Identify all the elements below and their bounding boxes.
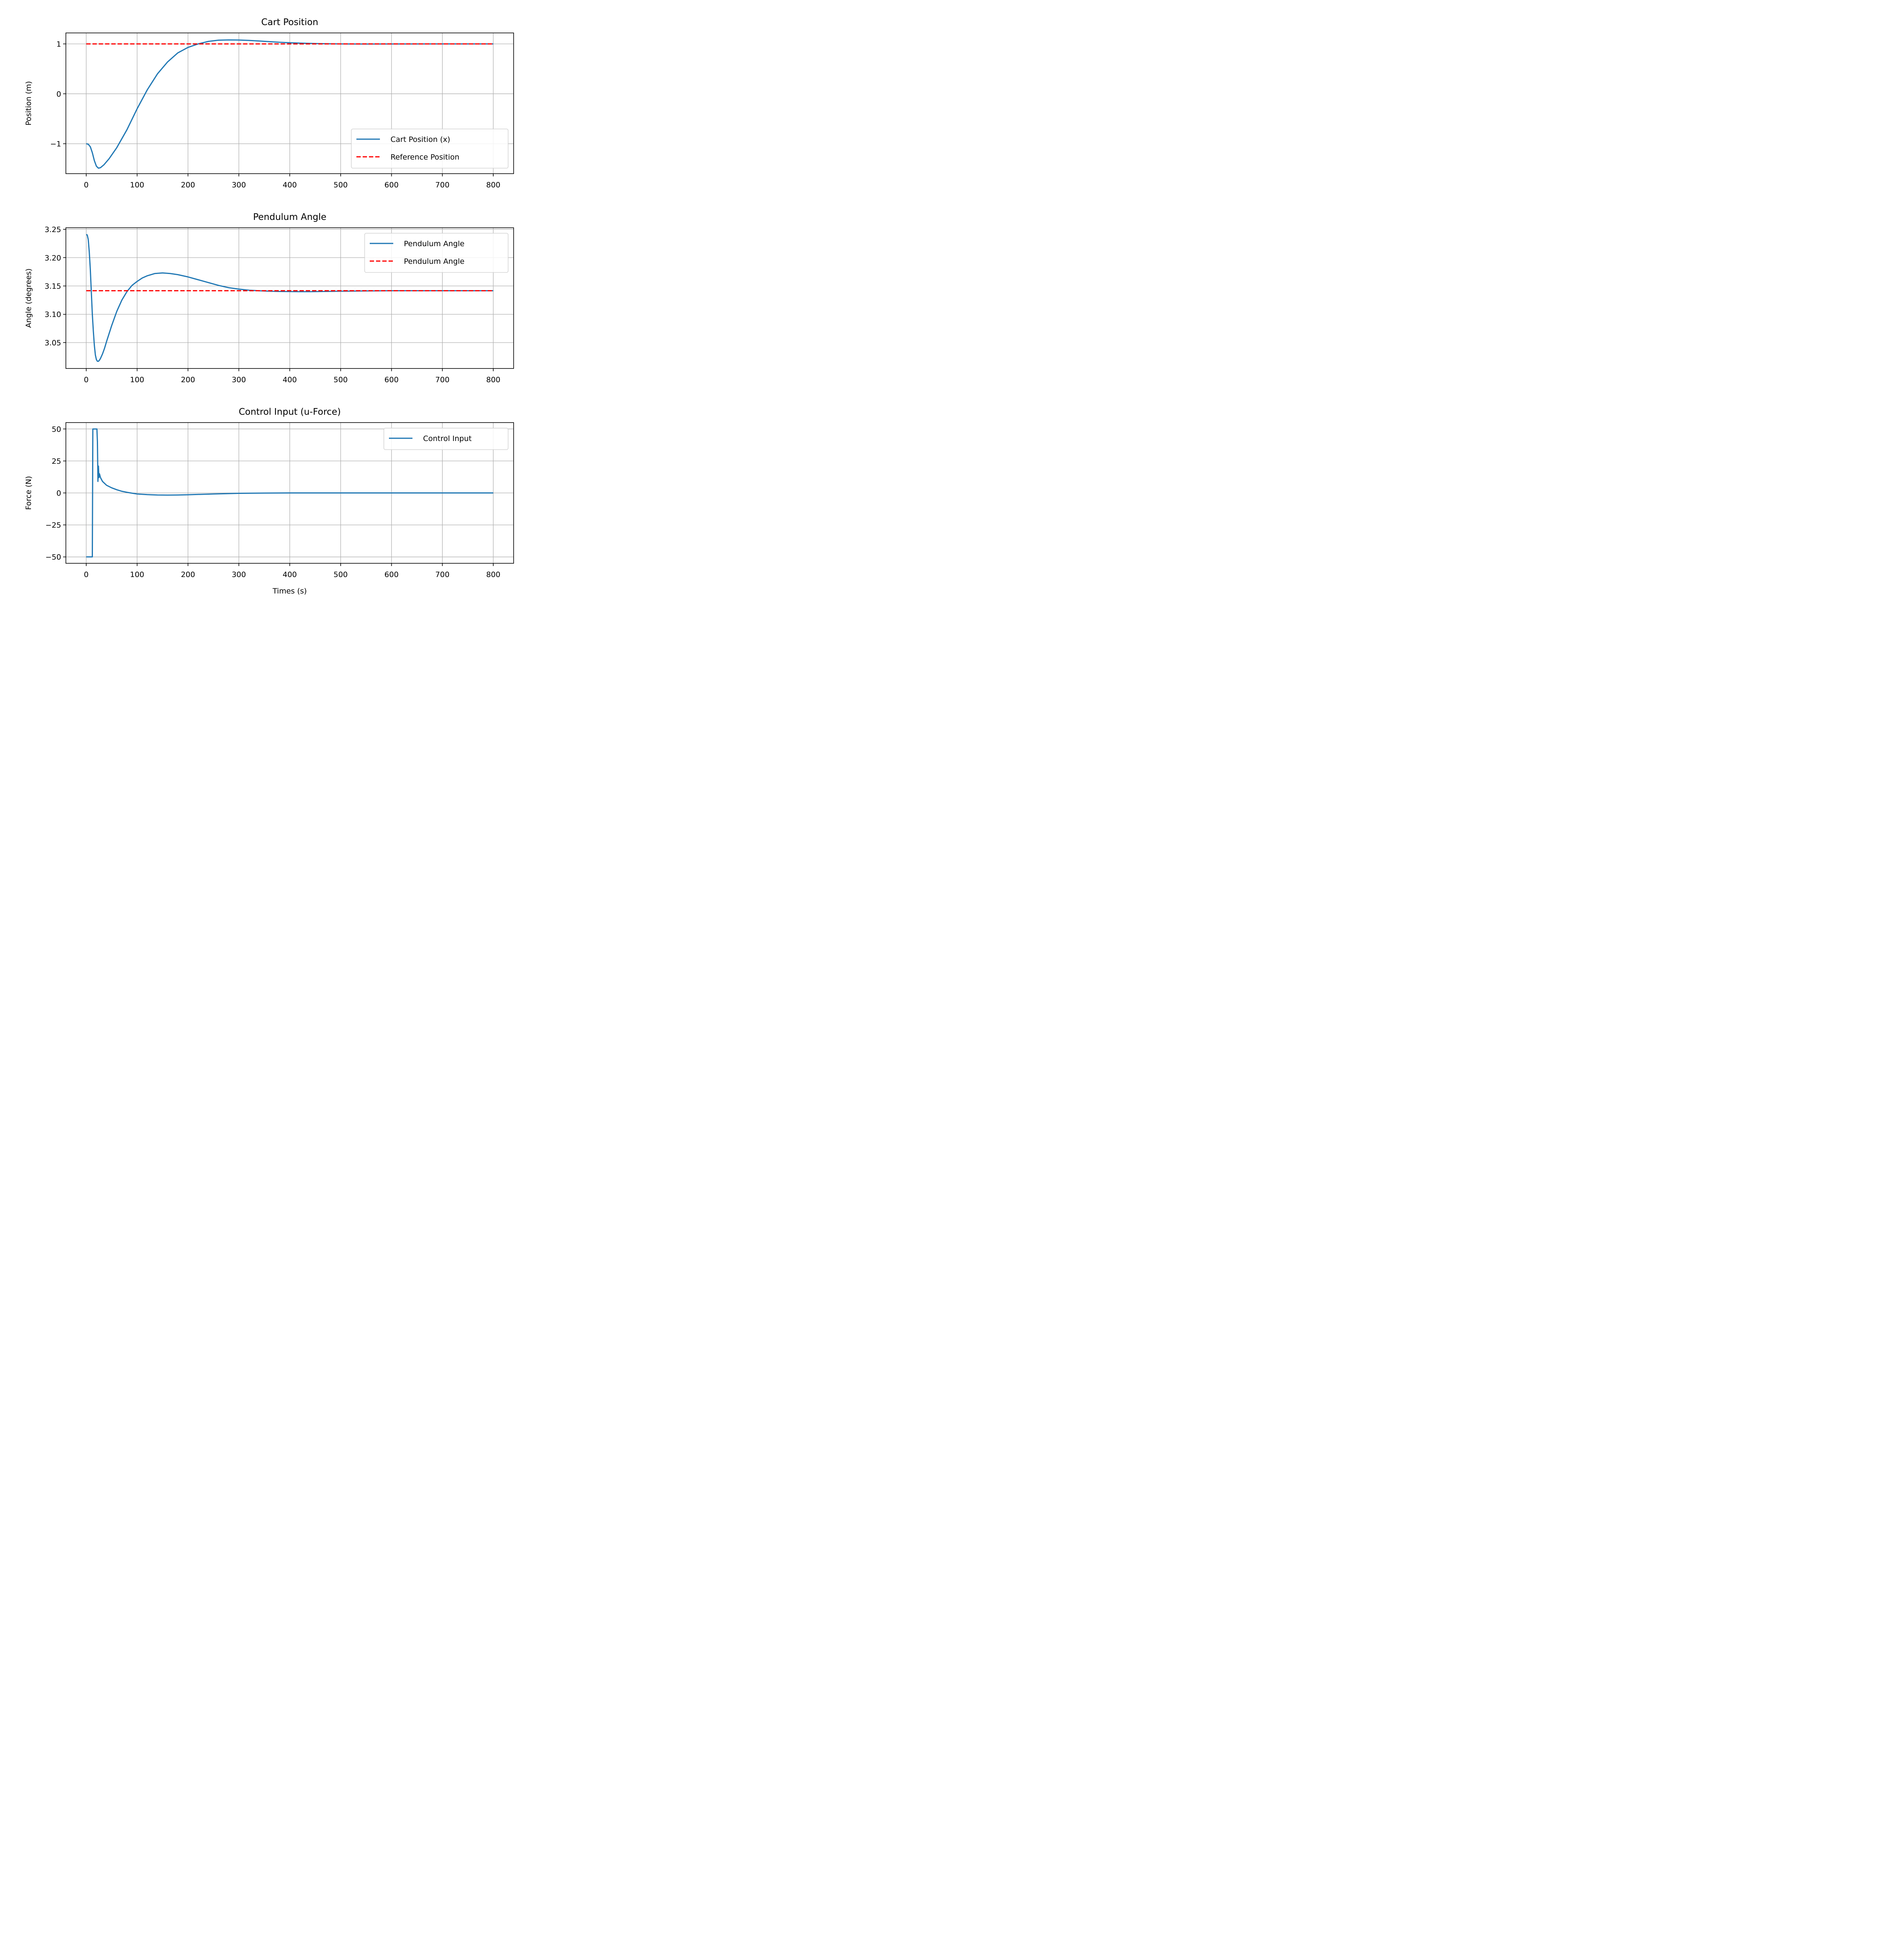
legend-label: Reference Position (391, 153, 460, 162)
y-tick-label: 0 (56, 489, 61, 498)
legend-label: Control Input (423, 434, 472, 443)
x-tick-label: 700 (435, 181, 449, 189)
x-tick-label: 300 (232, 181, 246, 189)
legend-label: Pendulum Angle (404, 240, 465, 248)
x-tick-label: 100 (130, 181, 144, 189)
y-tick-label: 3.20 (45, 254, 61, 262)
legend: Control Input (383, 428, 509, 450)
x-tick-label: 200 (181, 376, 195, 384)
x-tick-label: 0 (84, 376, 89, 384)
x-axis-label: Times (s) (272, 587, 307, 595)
y-tick-label: 3.25 (45, 225, 61, 234)
y-axis-label: Position (m) (24, 81, 33, 125)
x-tick-label: 600 (384, 376, 398, 384)
x-tick-label: 800 (486, 570, 500, 579)
subplot-title: Pendulum Angle (253, 212, 326, 222)
x-tick-label: 100 (130, 376, 144, 384)
subplot-1: 0 100 200 300 400 500 600 700 800 −1 0 1 Cart Positi… (24, 17, 514, 189)
x-tick-label: 300 (232, 570, 246, 579)
legend: Cart Position (x) Reference Position (351, 129, 509, 169)
x-tick-label: 500 (334, 570, 348, 579)
legend-label: Pendulum Angle (404, 257, 465, 266)
legend-box (351, 129, 509, 169)
subplot-2: 0 100 200 300 400 500 600 700 800 3.05 3.10 3.15 3.2… (24, 212, 514, 384)
y-tick-label: −50 (45, 553, 61, 562)
y-tick-label: 25 (52, 457, 61, 466)
x-tick-label: 0 (84, 181, 89, 189)
y-tick-label: −25 (45, 521, 61, 530)
y-tick-label: 50 (52, 425, 61, 434)
x-tick-label: 500 (334, 376, 348, 384)
y-axis-label: Angle (degrees) (24, 269, 33, 328)
x-tick-label: 300 (232, 376, 246, 384)
legend-label: Cart Position (x) (391, 135, 450, 144)
series-line-1 (86, 234, 494, 362)
subplot-3: 0 100 200 300 400 500 600 700 800 −50 −25 0 25 50 Cont… (24, 407, 514, 595)
legend: Pendulum Angle Pendulum Angle (364, 233, 509, 273)
series-line-1 (86, 428, 494, 558)
x-tick-label: 0 (84, 570, 89, 579)
subplot-title: Cart Position (261, 17, 318, 27)
y-tick-label: −1 (50, 140, 61, 149)
y-tick-label: 1 (56, 40, 61, 49)
legend-box (364, 233, 509, 273)
legend-box (383, 428, 509, 450)
x-tick-label: 600 (384, 570, 398, 579)
y-tick-label: 0 (56, 90, 61, 98)
x-tick-label: 200 (181, 570, 195, 579)
y-tick-label: 3.15 (45, 282, 61, 291)
x-tick-label: 700 (435, 376, 449, 384)
x-tick-label: 800 (486, 181, 500, 189)
y-tick-label: 3.05 (45, 339, 61, 347)
x-tick-label: 400 (283, 376, 297, 384)
x-tick-label: 400 (283, 570, 297, 579)
y-axis-label: Force (N) (24, 476, 33, 510)
x-tick-label: 500 (334, 181, 348, 189)
x-tick-label: 700 (435, 570, 449, 579)
x-tick-label: 100 (130, 570, 144, 579)
x-tick-label: 600 (384, 181, 398, 189)
x-tick-label: 400 (283, 181, 297, 189)
x-tick-label: 800 (486, 376, 500, 384)
x-tick-label: 200 (181, 181, 195, 189)
subplot-title: Control Input (u-Force) (239, 407, 341, 417)
y-tick-label: 3.10 (45, 310, 61, 319)
